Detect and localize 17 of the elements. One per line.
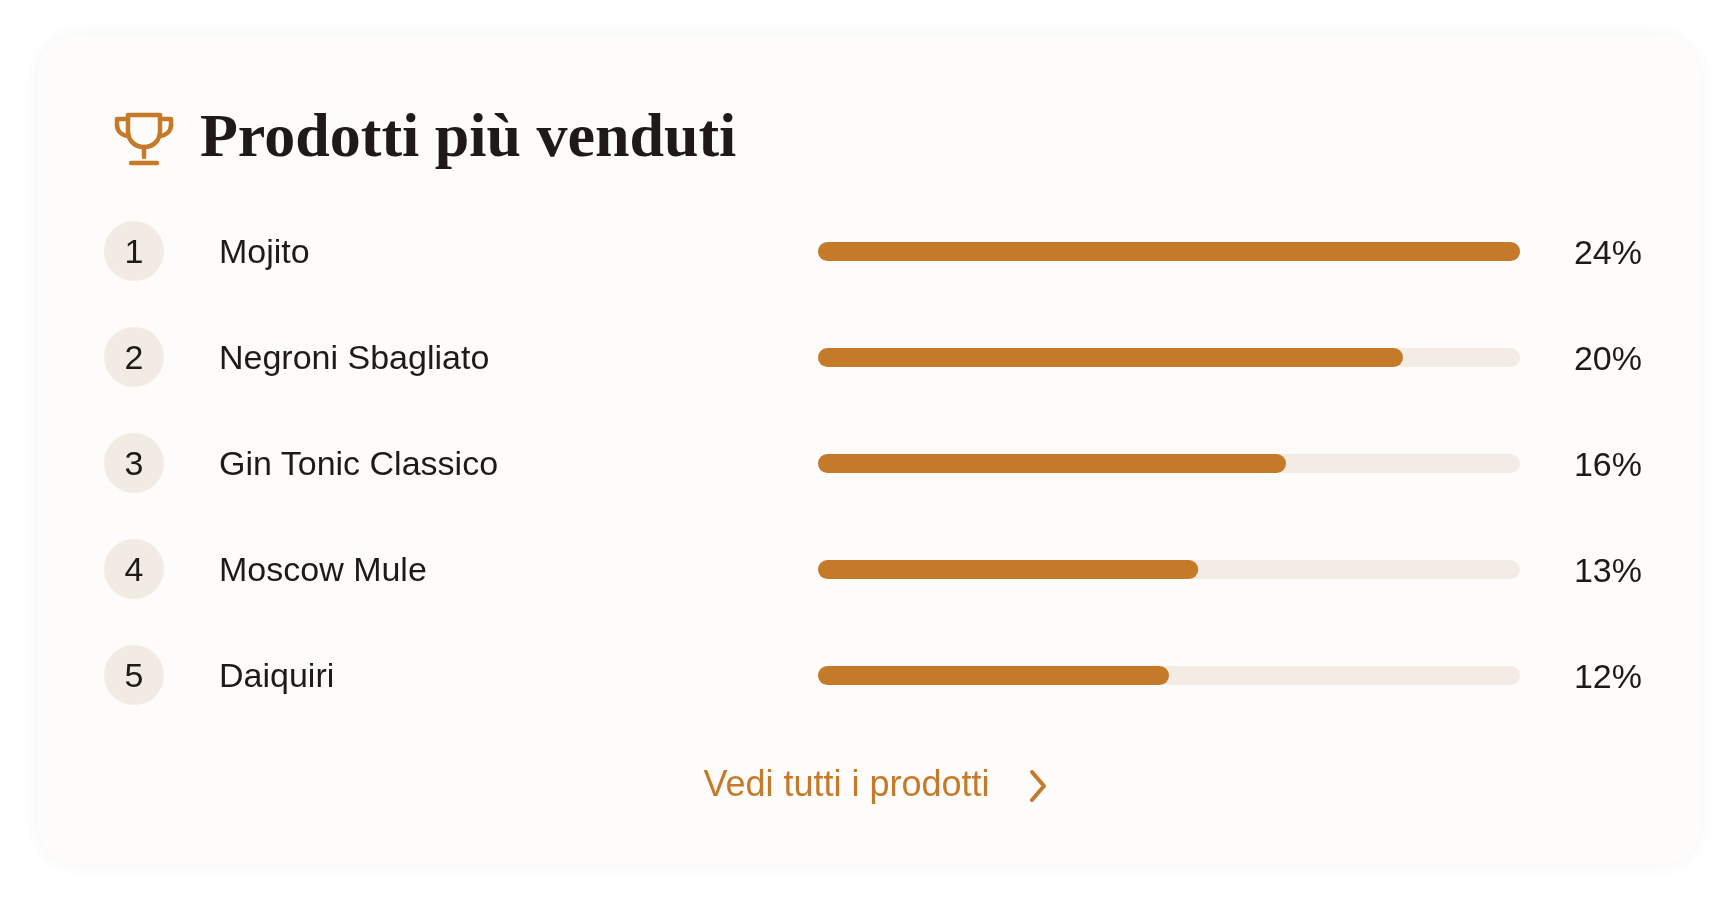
text: Vedi tutti i prodotti: [703, 763, 990, 804]
text: 2: [124, 338, 144, 376]
data-label: 24%: [1573, 232, 1642, 271]
data-label: 20%: [1573, 338, 1642, 377]
chart-title: Prodotti più venduti: [200, 100, 737, 171]
y-tick-label: Gin Tonic Classico: [219, 444, 499, 482]
y-tick-label: Moscow Mule: [219, 550, 427, 588]
text: 4: [124, 550, 144, 588]
text: 1: [124, 232, 144, 270]
data-label: 13%: [1573, 550, 1642, 589]
y-tick-label: Daiquiri: [219, 656, 335, 694]
y-tick-label: Negroni Sbagliato: [219, 338, 490, 376]
text: 3: [124, 444, 144, 482]
data-label: 16%: [1573, 444, 1642, 483]
text: 5: [124, 656, 144, 694]
data-label: 12%: [1573, 656, 1642, 695]
y-tick-label: Mojito: [219, 232, 310, 270]
